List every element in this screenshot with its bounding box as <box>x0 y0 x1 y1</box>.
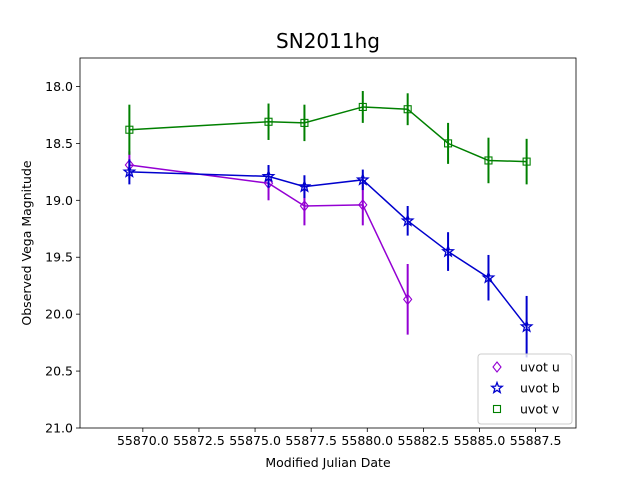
y-tick-label: 20.0 <box>45 307 73 322</box>
data-point <box>358 198 368 211</box>
series-uvot-v <box>125 91 531 185</box>
legend-marker <box>489 380 505 394</box>
data-point <box>400 213 415 227</box>
x-tick-label: 55887.5 <box>510 433 562 448</box>
data-point <box>444 139 453 148</box>
series-uvot-b <box>122 159 534 358</box>
data-point <box>484 156 493 165</box>
x-axis-label: Modified Julian Date <box>265 455 391 470</box>
data-point <box>358 102 367 112</box>
x-tick-label: 55882.5 <box>398 433 450 448</box>
data-point <box>481 270 496 284</box>
series-line <box>129 171 528 328</box>
y-axis-label: Observed Vega Magnitude <box>19 160 34 325</box>
series-line <box>129 106 527 163</box>
data-point <box>300 118 309 127</box>
data-point <box>263 177 274 190</box>
y-tick-label: 19.0 <box>45 193 73 208</box>
legend-marker <box>492 404 502 414</box>
legend: uvot u uvot b uvot v <box>477 353 573 425</box>
x-axis: 55870.0 55872.5 55875.0 55877.5 55880.0 55882… <box>117 428 561 448</box>
x-tick-label: 55872.5 <box>173 433 225 448</box>
legend-label: uvot b <box>520 381 560 396</box>
data-point <box>297 179 312 193</box>
y-tick-label: 19.5 <box>45 250 73 265</box>
y-tick-label: 21.0 <box>45 421 73 436</box>
data-point <box>355 172 370 186</box>
x-tick-label: 55880.0 <box>341 433 393 448</box>
x-tick-label: 55875.0 <box>229 433 281 448</box>
y-tick-label: 20.5 <box>45 364 73 379</box>
data-point <box>264 117 273 126</box>
data-point <box>122 164 137 178</box>
data-point <box>522 157 531 166</box>
data-point <box>402 293 413 306</box>
y-tick-label: 18.0 <box>45 79 73 94</box>
data-point <box>125 125 134 134</box>
plot-frame <box>79 57 577 429</box>
legend-box <box>477 353 573 425</box>
y-axis: 18.0 18.5 19.0 19.5 20.0 20.5 21.0 <box>45 79 80 436</box>
data-point <box>403 105 412 114</box>
y-tick-label: 18.5 <box>45 136 73 151</box>
x-tick-label: 55877.5 <box>285 433 337 448</box>
data-point <box>299 200 310 212</box>
x-tick-label: 55870.0 <box>117 433 169 448</box>
data-point <box>261 169 276 183</box>
legend-marker <box>492 361 502 373</box>
legend-label: uvot u <box>520 360 560 375</box>
x-tick-label: 55885.0 <box>454 433 506 448</box>
data-point <box>441 244 456 258</box>
plot-area <box>79 57 577 429</box>
chart-title: SN2011hg <box>276 29 380 53</box>
legend-label: uvot v <box>520 402 560 417</box>
data-point <box>519 319 534 333</box>
